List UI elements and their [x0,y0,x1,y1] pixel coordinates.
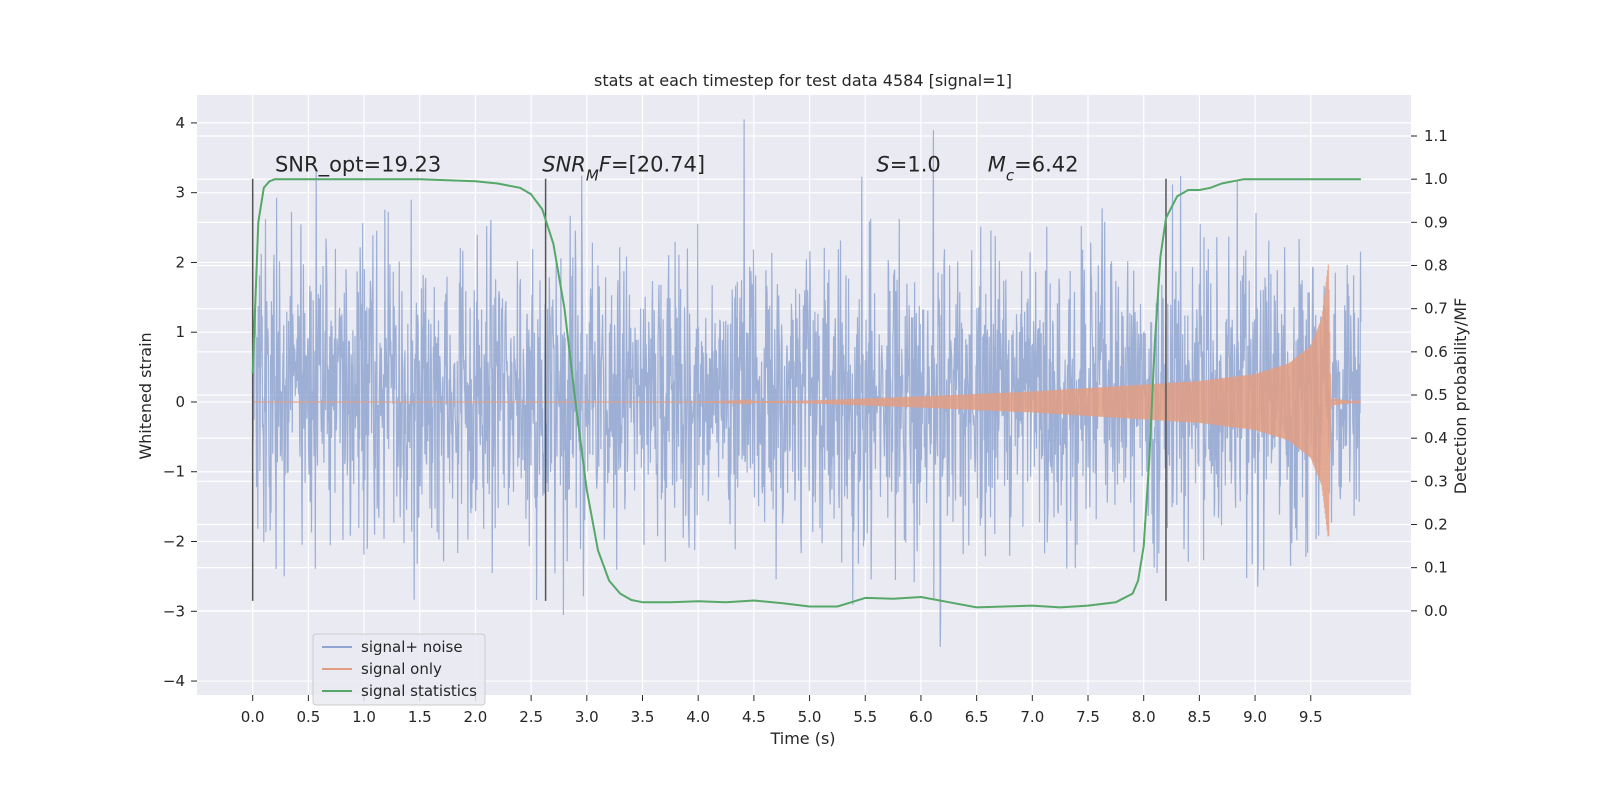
x-tick-label-2: 1.0 [352,708,376,726]
y2-tick-label-10: 1.0 [1424,170,1448,188]
marker-lines [251,178,1167,601]
y2-tick-label-9: 0.9 [1424,213,1448,231]
series-signal-only [252,264,1361,537]
x-tick-label-9: 4.5 [742,708,766,726]
x-tick-label-5: 2.5 [519,708,543,726]
y-tick-label-4: 0 [175,393,185,411]
y2-tick-label-1: 0.1 [1424,559,1448,577]
x-tick-label-6: 3.0 [575,708,599,726]
line-signal-plus-noise [252,119,1362,647]
y-tick-label-0: −4 [163,672,185,690]
x-tick-label-10: 5.0 [798,708,822,726]
annotation-1-part-0: SNR [542,153,586,177]
y-tick-label-5: 1 [175,323,185,341]
axes: 0.0 0.5 1.0 1.5 2.0 2.5 3.0 3.5 4.0 4.5 5.0 5.5 6.0 6… [163,114,1448,726]
legend: signal+ noise signal only signal statist… [312,633,486,706]
y-tick-label-3: −1 [163,463,185,481]
annotation-3-part-0: M [988,153,1006,177]
y2-tick-label-5: 0.5 [1424,386,1448,404]
annotation-1-part-1: M [586,167,599,185]
x-tick-label-16: 8.0 [1132,708,1156,726]
x-tick-label-4: 2.0 [464,708,488,726]
y-tick-label-2: −2 [163,533,185,551]
y-axis-label: Whitened strain [136,332,155,459]
annotation-3-part-2: =6.42 [1014,153,1078,177]
x-tick-label-13: 6.5 [965,708,989,726]
annotation-0-part-0: SNR_opt=19.23 [275,153,441,178]
annotation-1-part-2: F [599,153,612,177]
annotation-1-part-3: =[20.74] [611,153,705,177]
x-tick-label-14: 7.0 [1020,708,1044,726]
x-tick-label-1: 0.5 [296,708,320,726]
line-signal-statistics [251,178,1361,609]
y2-tick-label-4: 0.4 [1424,429,1448,447]
x-tick-label-3: 1.5 [408,708,432,726]
y2-tick-label-8: 0.8 [1424,257,1448,275]
annotations: SNR_opt=19.23 SNRMF=[20.74] S=1.0 Mc=6.42 [275,153,1079,185]
y-tick-label-1: −3 [163,602,185,620]
x-axis-label: Time (s) [769,729,835,748]
annotation-2-part-0: S [876,153,889,177]
series-signal-plus-noise [252,119,1362,647]
annotation-2-part-1: =1.0 [890,153,941,177]
x-tick-label-18: 9.0 [1243,708,1267,726]
y2-tick-label-11: 1.1 [1424,127,1448,145]
x-tick-label-8: 4.0 [686,708,710,726]
y-tick-label-7: 3 [175,184,185,202]
x-tick-label-15: 7.5 [1076,708,1100,726]
x-tick-label-19: 9.5 [1299,708,1323,726]
legend-label-noise: signal+ noise [361,638,463,656]
series-signal-statistics [251,178,1361,609]
x-tick-label-11: 5.5 [853,708,877,726]
line-signal-only [252,264,1361,537]
legend-box [312,633,486,706]
annotation-2: S=1.0 [876,153,940,177]
annotation-3: Mc=6.42 [988,153,1079,185]
y2-tick-label-6: 0.6 [1424,343,1448,361]
y2-axis-label: Detection probability/MF [1451,298,1470,495]
x-tick-label-12: 6.0 [909,708,933,726]
chart-title: stats at each timestep for test data 458… [594,71,1012,90]
y2-tick-label-2: 0.2 [1424,515,1448,533]
y-tick-label-6: 2 [175,253,185,271]
annotation-1: SNRMF=[20.74] [542,153,705,185]
x-tick-label-0: 0.0 [241,708,265,726]
y-tick-label-8: 4 [175,114,185,132]
y2-tick-label-3: 0.3 [1424,472,1448,490]
x-tick-label-17: 8.5 [1187,708,1211,726]
legend-label-signal: signal only [361,660,442,678]
y2-tick-label-0: 0.0 [1424,602,1448,620]
legend-label-stats: signal statistics [361,682,477,700]
x-tick-label-7: 3.5 [631,708,655,726]
annotation-0: SNR_opt=19.23 [275,153,441,178]
y2-tick-label-7: 0.7 [1424,300,1448,318]
annotation-3-part-1: c [1006,167,1015,185]
